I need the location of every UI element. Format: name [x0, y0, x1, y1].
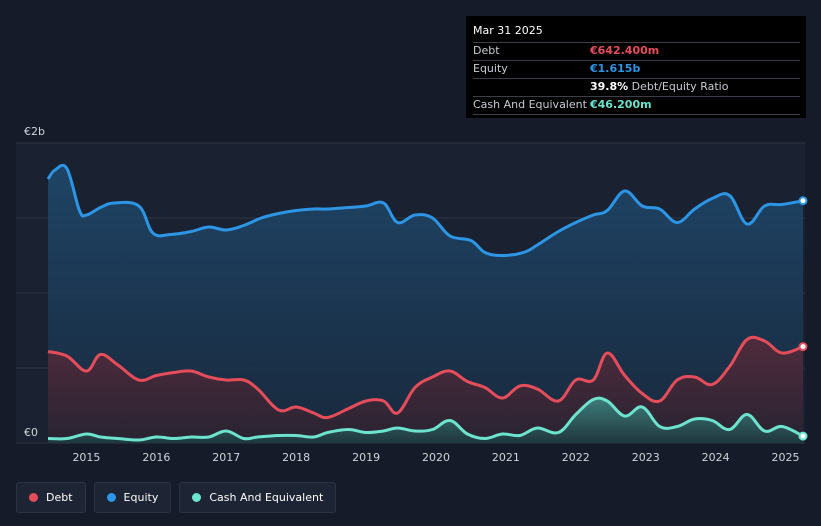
tooltip-ratio-label: Debt/Equity Ratio [631, 80, 729, 93]
x-tick-label: 2018 [282, 451, 310, 464]
equity-dot-icon [106, 493, 116, 502]
tooltip-date: Mar 31 2025 [473, 24, 543, 37]
debt-endpoint [798, 342, 808, 352]
tooltip-cash-value: €46.200m [590, 98, 652, 111]
legend-item-debt[interactable]: Debt [16, 482, 86, 513]
x-tick-label: 2017 [212, 451, 240, 464]
x-axis-ticks: 2015 2016 2017 2018 2019 2020 2021 2022 2023 2024… [72, 451, 799, 464]
chart-legend: Debt Equity Cash And Equivalent [16, 482, 337, 513]
cash-endpoint [798, 431, 808, 441]
x-tick-label: 2022 [562, 451, 590, 464]
tooltip-panel: Mar 31 2025 Debt €642.400m Equity €1.615… [466, 16, 806, 118]
x-tick-label: 2025 [772, 451, 800, 464]
legend-item-equity[interactable]: Equity [93, 482, 172, 513]
x-tick-label: 2021 [492, 451, 520, 464]
x-tick-label: 2019 [352, 451, 380, 464]
cash-dot-icon [192, 493, 202, 502]
legend-cash-label: Cash And Equivalent [209, 491, 324, 504]
tooltip-row-debt: Debt €642.400m [473, 42, 800, 60]
tooltip-row-equity: Equity €1.615b [473, 60, 800, 78]
debt-line [47, 335, 804, 420]
equity-endpoint [798, 196, 808, 206]
tooltip-equity-label: Equity [473, 62, 508, 75]
equity-line [46, 163, 804, 257]
legend-debt-label: Debt [46, 491, 73, 504]
chart-endpoints [798, 196, 808, 441]
x-tick-label: 2015 [72, 451, 100, 464]
tooltip-ratio-value: 39.8% [590, 80, 629, 93]
debt-dot-icon [29, 493, 38, 502]
tooltip-debt-label: Debt [473, 44, 500, 57]
cash-line [47, 396, 804, 442]
x-tick-label: 2023 [632, 451, 660, 464]
tooltip-equity-value: €1.615b [590, 62, 641, 75]
tooltip-cash-label: Cash And Equivalent [473, 98, 587, 111]
chart-lines [46, 163, 804, 442]
legend-item-cash[interactable]: Cash And Equivalent [179, 482, 337, 513]
y-tick-label-top: €2b [24, 125, 45, 138]
tooltip-row-cash: Cash And Equivalent €46.200m [473, 96, 800, 115]
x-tick-label: 2024 [702, 451, 730, 464]
tooltip-row-ratio: 39.8% Debt/Equity Ratio [473, 78, 800, 96]
tooltip-debt-value: €642.400m [590, 44, 660, 57]
x-tick-label: 2020 [422, 451, 450, 464]
x-tick-label: 2016 [142, 451, 170, 464]
legend-equity-label: Equity [123, 491, 159, 504]
y-tick-label-bottom: €0 [24, 426, 38, 439]
